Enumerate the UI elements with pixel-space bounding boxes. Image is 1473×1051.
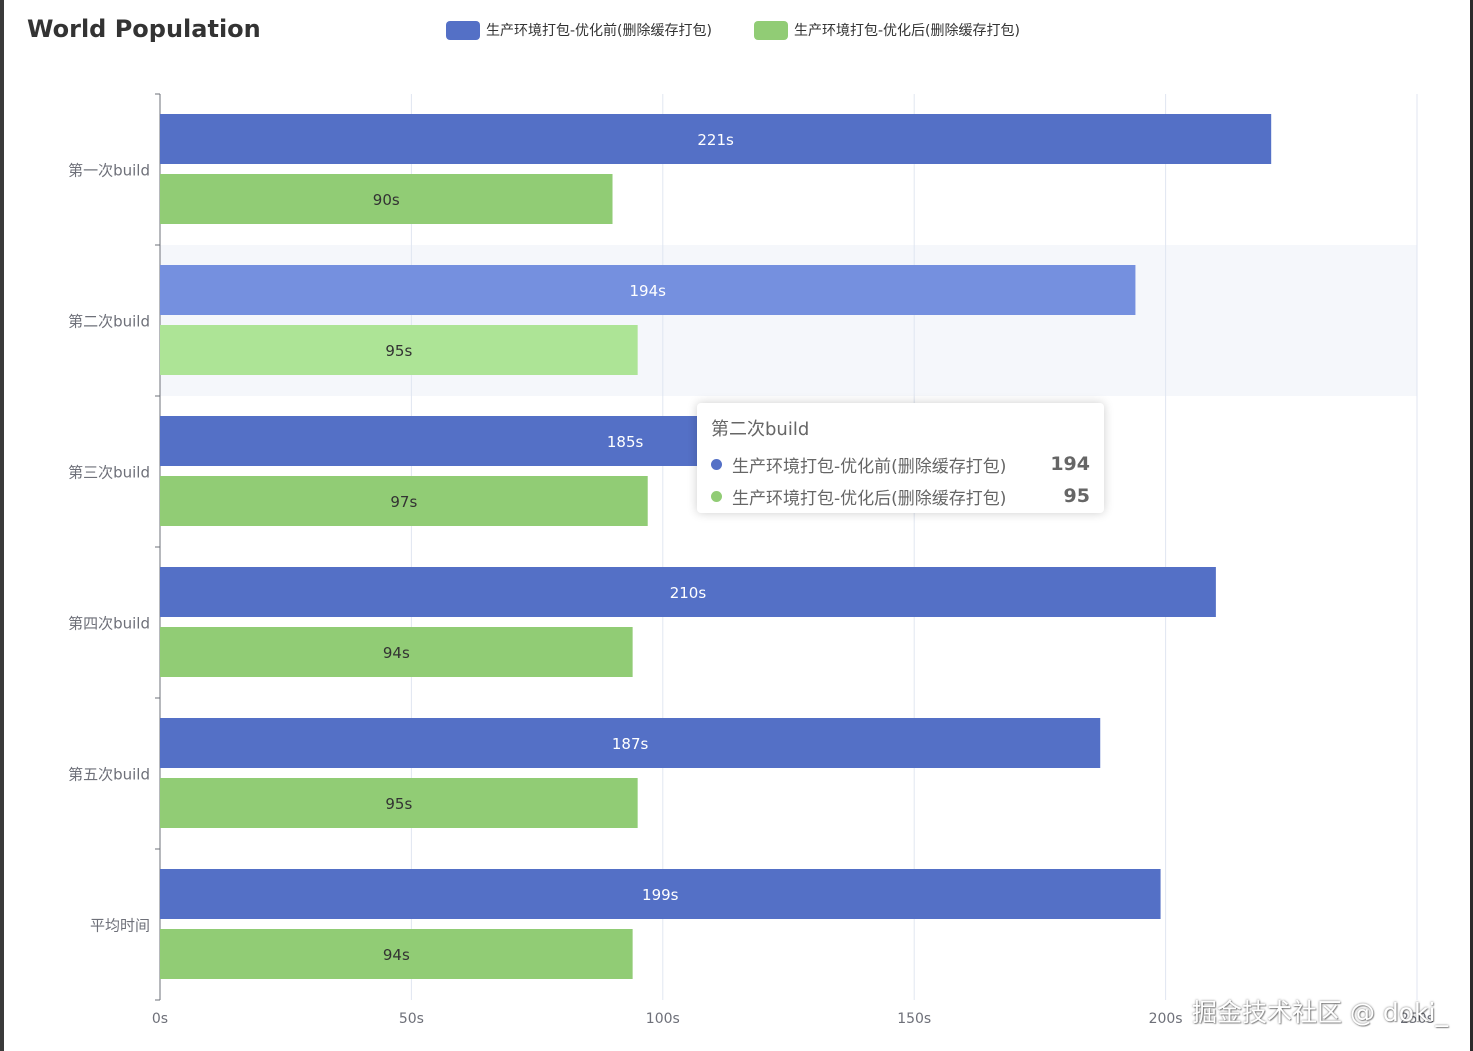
tooltip-marker-before bbox=[711, 458, 722, 470]
tooltip-label-before: 生产环境打包-优化前(删除缓存打包) bbox=[732, 456, 1007, 477]
x-tick-label: 150s bbox=[897, 1011, 931, 1027]
legend-item-before[interactable]: 生产环境打包-优化前(删除缓存打包) bbox=[446, 19, 712, 41]
bar-value-label: 185s bbox=[607, 433, 644, 451]
bar bbox=[160, 718, 1101, 768]
bar bbox=[160, 114, 1272, 164]
legend-label-after: 生产环境打包-优化后(删除缓存打包) bbox=[794, 23, 1020, 39]
bar bbox=[160, 627, 633, 677]
bar-value-label: 221s bbox=[697, 131, 734, 149]
x-tick-label: 100s bbox=[646, 1011, 680, 1027]
tooltip-marker-after bbox=[711, 490, 722, 502]
bar bbox=[160, 929, 633, 979]
bar-value-label: 95s bbox=[385, 795, 412, 813]
bar bbox=[160, 778, 638, 828]
tooltip-label-after: 生产环境打包-优化后(删除缓存打包) bbox=[732, 488, 1007, 509]
bar bbox=[160, 325, 638, 375]
legend-swatch-after bbox=[754, 20, 788, 40]
y-category-label: 第一次build bbox=[68, 162, 150, 180]
bar bbox=[160, 869, 1161, 919]
bar bbox=[160, 567, 1216, 617]
legend-label-before: 生产环境打包-优化前(删除缓存打包) bbox=[486, 23, 712, 39]
x-tick-label: 250s bbox=[1400, 1011, 1434, 1027]
tooltip-value-before: 194 bbox=[1050, 453, 1090, 475]
y-category-label: 第五次build bbox=[68, 766, 150, 784]
legend-swatch-before bbox=[446, 20, 480, 40]
bar-value-label: 210s bbox=[670, 584, 707, 602]
legend-item-after[interactable]: 生产环境打包-优化后(删除缓存打包) bbox=[754, 19, 1020, 41]
x-tick-label: 0s bbox=[152, 1011, 168, 1027]
watermark: 掘金技术社区 @ doki_ bbox=[1192, 998, 1448, 1027]
bar-value-label: 94s bbox=[383, 644, 410, 662]
bar-value-label: 194s bbox=[629, 282, 666, 300]
window-left-edge bbox=[0, 0, 4, 1051]
bar bbox=[160, 174, 613, 224]
x-tick-label: 200s bbox=[1149, 1011, 1183, 1027]
y-category-label: 第三次build bbox=[68, 464, 150, 482]
bar-value-label: 187s bbox=[612, 735, 649, 753]
y-category-label: 第二次build bbox=[68, 313, 150, 331]
tooltip-row-after: 生产环境打包-优化后(删除缓存打包) 95 bbox=[711, 480, 1090, 512]
tooltip-value-after: 95 bbox=[1063, 485, 1090, 507]
bar-value-label: 90s bbox=[373, 191, 400, 209]
y-category-label: 第四次build bbox=[68, 615, 150, 633]
tooltip-title: 第二次build bbox=[711, 419, 810, 440]
y-category-label: 平均时间 bbox=[90, 917, 150, 935]
bar-value-label: 95s bbox=[385, 342, 412, 360]
bar-value-label: 199s bbox=[642, 886, 679, 904]
tooltip-row-before: 生产环境打包-优化前(删除缓存打包) 194 bbox=[711, 448, 1090, 480]
bar bbox=[160, 476, 648, 526]
bar-value-label: 97s bbox=[390, 493, 417, 511]
bar-value-label: 94s bbox=[383, 946, 410, 964]
window-right-edge bbox=[1470, 0, 1473, 1051]
chart-title: World Population bbox=[27, 15, 261, 43]
x-tick-label: 50s bbox=[399, 1011, 424, 1027]
bar bbox=[160, 265, 1136, 315]
chart-tooltip: 第二次build 生产环境打包-优化前(删除缓存打包) 194 生产环境打包-优… bbox=[697, 403, 1104, 513]
